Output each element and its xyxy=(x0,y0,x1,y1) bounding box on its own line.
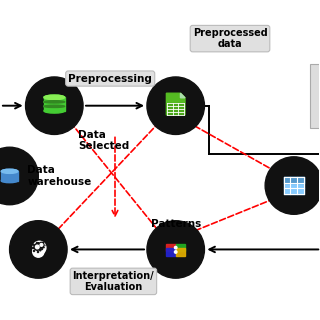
Bar xyxy=(167,103,184,115)
Polygon shape xyxy=(180,93,185,98)
Ellipse shape xyxy=(44,101,65,103)
Circle shape xyxy=(10,221,67,278)
Ellipse shape xyxy=(1,169,18,173)
Bar xyxy=(166,248,175,256)
Bar xyxy=(43,247,44,248)
Bar xyxy=(44,244,45,245)
Bar xyxy=(41,248,42,249)
Bar xyxy=(284,177,304,183)
Circle shape xyxy=(40,244,43,246)
Bar xyxy=(176,244,185,251)
Bar xyxy=(1,171,18,180)
Circle shape xyxy=(174,246,177,249)
Ellipse shape xyxy=(44,100,65,104)
Text: Preprocessing: Preprocessing xyxy=(68,74,152,84)
Text: Data
warehouse: Data warehouse xyxy=(27,165,92,187)
Ellipse shape xyxy=(44,108,65,113)
Polygon shape xyxy=(166,93,185,115)
Ellipse shape xyxy=(1,169,18,173)
Ellipse shape xyxy=(44,105,65,108)
Circle shape xyxy=(0,147,38,205)
Ellipse shape xyxy=(33,246,44,257)
Text: Patterns: Patterns xyxy=(151,219,201,229)
Text: Interpretation/
Evaluation: Interpretation/ Evaluation xyxy=(73,271,154,292)
Bar xyxy=(32,247,33,248)
Bar xyxy=(44,97,65,111)
Bar xyxy=(43,242,44,243)
Bar xyxy=(33,244,34,245)
Bar xyxy=(176,248,185,256)
Circle shape xyxy=(34,244,41,250)
Circle shape xyxy=(174,251,177,253)
Circle shape xyxy=(36,245,39,249)
Bar xyxy=(37,245,38,246)
Bar xyxy=(310,64,320,128)
Bar xyxy=(38,247,39,248)
Circle shape xyxy=(147,77,204,134)
Circle shape xyxy=(26,77,83,134)
Bar xyxy=(284,177,304,194)
Bar xyxy=(41,246,42,247)
Bar xyxy=(39,243,40,245)
Bar xyxy=(40,250,41,251)
Ellipse shape xyxy=(44,104,65,108)
Circle shape xyxy=(33,241,46,254)
Bar xyxy=(38,243,39,244)
Ellipse shape xyxy=(44,95,65,100)
Text: Data
Selected: Data Selected xyxy=(78,130,130,151)
Bar xyxy=(33,250,35,252)
Ellipse shape xyxy=(44,95,65,100)
Bar xyxy=(36,243,37,244)
Circle shape xyxy=(265,157,320,214)
Circle shape xyxy=(147,221,204,278)
Bar xyxy=(166,244,175,251)
Circle shape xyxy=(39,243,44,247)
Text: Preprocessed
data: Preprocessed data xyxy=(193,28,268,49)
Ellipse shape xyxy=(1,179,18,183)
